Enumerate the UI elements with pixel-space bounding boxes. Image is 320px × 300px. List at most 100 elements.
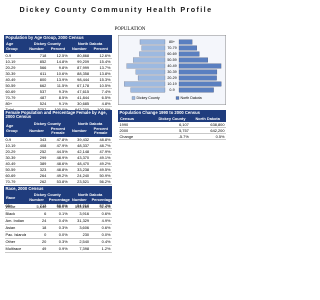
- table-cell: 39,432: [68, 136, 91, 143]
- table-cell: 24,240: [68, 172, 91, 179]
- table-cell: 0.4%: [47, 217, 69, 225]
- table-cell: 2,540: [68, 238, 91, 246]
- table-row: 80+ 524 9.1% 30,685 4.8%: [4, 100, 112, 107]
- table-cell: 31,329: [68, 217, 91, 225]
- table-cell: 0.3%: [47, 224, 69, 232]
- table-row: 30-39 299 48.9% 43,370 49.1%: [4, 154, 112, 161]
- column-header: Percent Female: [46, 126, 70, 137]
- table-cell: 15.4%: [90, 58, 112, 65]
- age-label: 50-59: [167, 58, 176, 62]
- bar: [141, 45, 166, 51]
- table-cell: 10.5%: [90, 82, 112, 89]
- table-cell: Multirace: [4, 245, 26, 253]
- table-row: 70-79 487 8.5% 41,844 6.5%: [4, 94, 112, 101]
- table-cell: 9.8%: [47, 64, 69, 71]
- table-cell: 0.3%: [47, 238, 69, 246]
- table-cell: 20-29: [4, 148, 26, 155]
- table-cell: 43,370: [68, 154, 91, 161]
- age-label: 0-9: [169, 88, 174, 92]
- table-cell: Change: [118, 133, 155, 141]
- table-cell: 408: [25, 142, 48, 149]
- page-title: Dickey County Community Health Profile: [19, 5, 213, 14]
- table-cell: 800: [25, 76, 48, 83]
- column-group-header: North Dakota: [68, 191, 112, 199]
- table-row: 2000 5,757 642,200: [118, 127, 226, 135]
- table-row: Total5757100.0%642,200100.0%: [4, 106, 112, 113]
- table-title: Race, 2000 Census: [4, 186, 112, 192]
- age-label: 20-29: [167, 76, 176, 80]
- table-cell: 7,398: [68, 245, 91, 253]
- table-cell: 1.2%: [90, 245, 112, 253]
- table-row: Other 20 0.3% 2,540 0.4%: [4, 238, 112, 246]
- table-cell: 5,757: [154, 127, 190, 135]
- bar: [124, 81, 166, 87]
- bar: [178, 63, 222, 69]
- table-cell: 13.9%: [47, 76, 69, 83]
- header-row: Number Percent Number Percent: [5, 46, 113, 53]
- bar: [126, 63, 166, 69]
- table-cell: 12.5%: [47, 52, 69, 59]
- table-cell: 0.9%: [47, 245, 69, 253]
- table-cell: 18: [25, 224, 48, 232]
- table-cell: 264: [25, 172, 48, 179]
- bar: [178, 39, 193, 45]
- table-cell: 48,470: [68, 160, 91, 167]
- table-row: 20-29 252 44.5% 42,148 47.9%: [4, 148, 112, 155]
- table-cell: 48.8%: [47, 166, 69, 173]
- table-row: Change -5.7% 0.5%: [118, 133, 226, 141]
- table-cell: 389: [25, 160, 48, 167]
- table-title: Population by Age Group, 2000 Census: [4, 35, 112, 41]
- table-cell: 10-19: [4, 58, 26, 65]
- table-cell: 0-9: [4, 52, 26, 59]
- table-cell: 3,916: [68, 210, 91, 218]
- table-cell: 252: [25, 148, 48, 155]
- column-group-header: North Dakota: [189, 115, 226, 123]
- bar: [178, 57, 208, 63]
- header-row: Number Percent Female Number Percent Female: [5, 126, 113, 137]
- table-cell: 2000: [118, 127, 155, 135]
- column-header: Number: [68, 126, 91, 137]
- table-cell: 92.4%: [90, 203, 112, 211]
- table-cell: 49.2%: [47, 172, 69, 179]
- table-row: 1990 6,107 638,800: [118, 121, 226, 129]
- section-title: POPULATION: [114, 27, 146, 32]
- table-cell: 15.3%: [90, 76, 112, 83]
- bar: [178, 81, 222, 87]
- bar: [133, 57, 166, 63]
- header-row: Age Group Dickey County North Dakota: [3, 120, 112, 137]
- table-row: 20-29 566 9.8% 87,999 13.7%: [4, 64, 112, 71]
- table-cell: 50.9%: [90, 172, 112, 179]
- table-cell: 0.1%: [47, 210, 69, 218]
- table-cell: 53.8%: [47, 178, 69, 185]
- table-cell: 14.8%: [47, 58, 69, 65]
- table-cell: 9.3%: [47, 88, 69, 95]
- column-group-header: North Dakota: [68, 40, 112, 48]
- bar: [178, 87, 214, 93]
- table-cell: 30-39: [4, 154, 26, 161]
- header-row: Number Percentage Number Percentage: [5, 197, 113, 204]
- table-cell: 10.6%: [47, 70, 69, 77]
- bar: [178, 69, 218, 75]
- table-row: 50-59 662 11.5% 67,178 10.5%: [4, 82, 112, 89]
- table-cell: Pac. Islander: [4, 231, 26, 239]
- column-header: Percent Female: [89, 126, 113, 137]
- table-title: Female Population and Percentage Female …: [4, 110, 112, 121]
- table-row: Asian 18 0.3% 3,606 0.6%: [4, 224, 112, 232]
- column-group-header: Dickey County: [153, 115, 191, 123]
- table-row: 0-9 343 47.8% 39,432 48.8%: [4, 136, 112, 143]
- legend-label: North Dakota: [181, 96, 202, 100]
- table-cell: 30-39: [4, 70, 26, 77]
- table-cell: 98,444: [68, 76, 91, 83]
- table-cell: 99,209: [68, 58, 91, 65]
- table-row: Am. Indian 24 0.4% 31,329 4.9%: [4, 217, 112, 225]
- table-row: 10-19 408 47.9% 48,337 48.7%: [4, 142, 112, 149]
- age-label: 70-79: [167, 46, 176, 50]
- table-cell: Am. Indian: [4, 217, 26, 225]
- table-cell: 44.5%: [47, 148, 69, 155]
- table-cell: Other: [4, 238, 26, 246]
- change-table: Population Change 1990 to 2000 Census Cen…: [118, 110, 226, 141]
- table-cell: 41,844: [68, 94, 91, 101]
- table-cell: 343: [25, 136, 48, 143]
- table-cell: 230: [68, 231, 91, 239]
- table-cell: 6,107: [154, 121, 190, 129]
